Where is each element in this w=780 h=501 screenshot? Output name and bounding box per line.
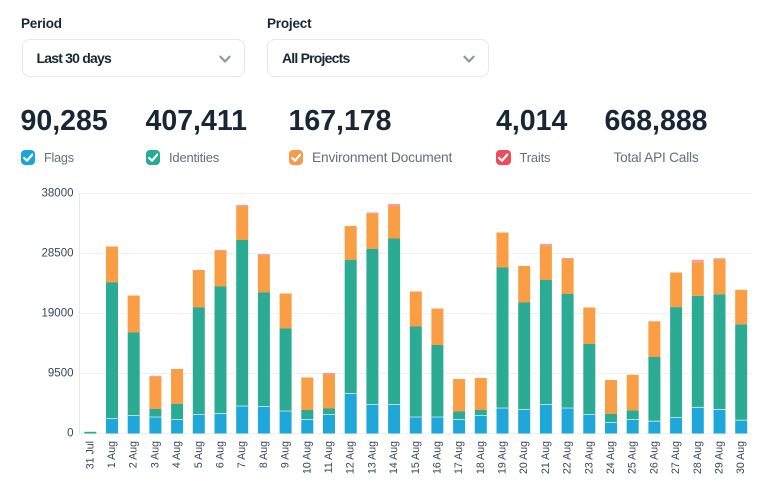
svg-text:29 Aug: 29 Aug [714, 441, 726, 474]
svg-text:18 Aug: 18 Aug [475, 441, 487, 474]
svg-text:27 Aug: 27 Aug [670, 441, 682, 474]
svg-text:9500: 9500 [48, 368, 74, 380]
svg-text:11 Aug: 11 Aug [323, 441, 335, 473]
svg-text:14 Aug: 14 Aug [388, 441, 400, 474]
svg-text:21 Aug: 21 Aug [540, 441, 552, 474]
svg-text:2 Aug: 2 Aug [128, 441, 140, 468]
svg-text:24 Aug: 24 Aug [605, 441, 617, 474]
svg-text:19000: 19000 [42, 308, 74, 320]
svg-text:23 Aug: 23 Aug [583, 441, 595, 474]
svg-text:8 Aug: 8 Aug [258, 441, 270, 468]
svg-text:13 Aug: 13 Aug [366, 441, 378, 474]
svg-text:17 Aug: 17 Aug [453, 441, 465, 474]
svg-text:9 Aug: 9 Aug [280, 441, 292, 468]
svg-text:26 Aug: 26 Aug [648, 441, 660, 474]
svg-text:5 Aug: 5 Aug [193, 441, 205, 468]
svg-text:12 Aug: 12 Aug [345, 441, 357, 474]
svg-text:30 Aug: 30 Aug [735, 441, 747, 474]
svg-text:20 Aug: 20 Aug [518, 441, 530, 474]
svg-text:15 Aug: 15 Aug [410, 441, 422, 474]
svg-text:31 Jul: 31 Jul [84, 441, 96, 469]
svg-text:38000: 38000 [42, 188, 74, 200]
svg-text:7 Aug: 7 Aug [236, 441, 248, 468]
svg-text:19 Aug: 19 Aug [497, 441, 509, 474]
svg-text:28 Aug: 28 Aug [692, 441, 704, 474]
svg-text:28500: 28500 [42, 248, 74, 260]
svg-text:4 Aug: 4 Aug [171, 441, 183, 468]
svg-text:3 Aug: 3 Aug [149, 441, 161, 468]
svg-text:25 Aug: 25 Aug [627, 441, 639, 474]
svg-text:10 Aug: 10 Aug [301, 441, 313, 474]
svg-text:16 Aug: 16 Aug [431, 441, 443, 474]
svg-text:22 Aug: 22 Aug [562, 441, 574, 474]
svg-text:6 Aug: 6 Aug [215, 441, 227, 468]
svg-text:1 Aug: 1 Aug [106, 441, 118, 468]
svg-text:0: 0 [67, 428, 73, 440]
